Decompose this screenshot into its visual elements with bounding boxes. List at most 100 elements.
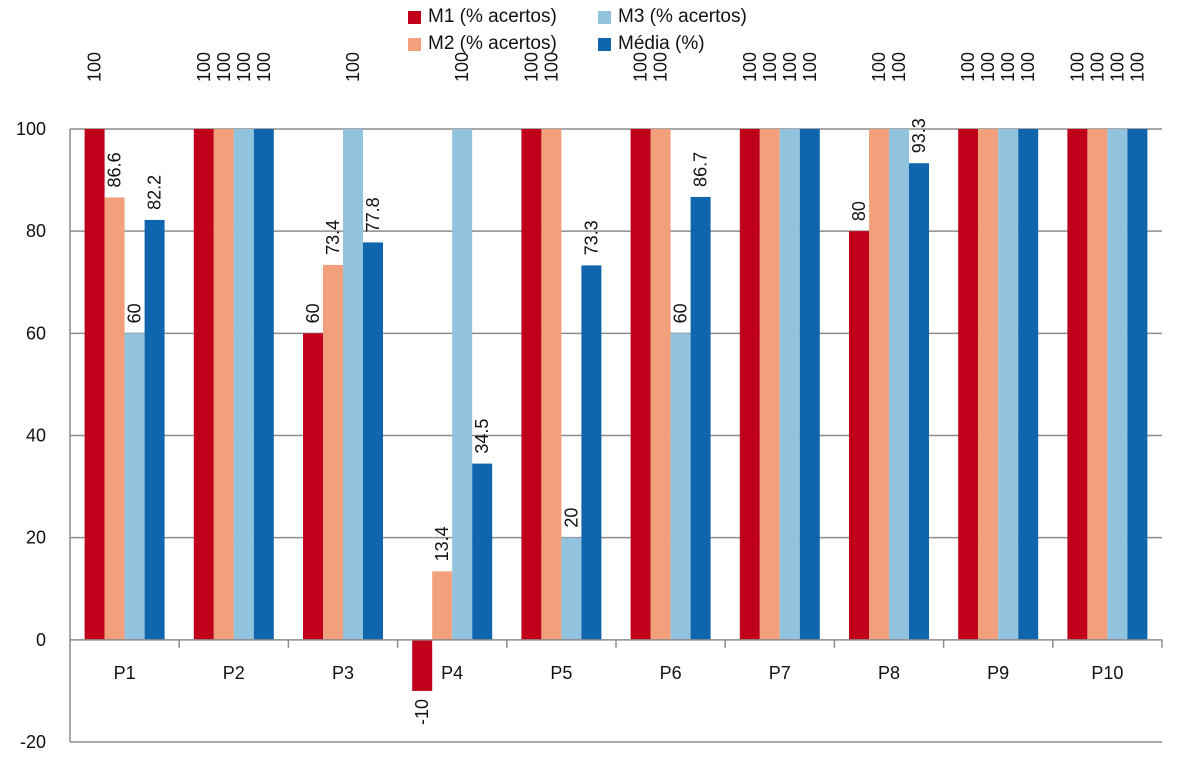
bar-p8-s2	[869, 129, 889, 640]
bar-p8-s4	[909, 163, 929, 640]
bar-p6-s1	[630, 129, 651, 640]
bar-p6-s4	[690, 196, 711, 640]
bar-p7-s1	[739, 129, 760, 640]
legend-label-media: Média (%)	[618, 33, 705, 54]
data-label: 100	[214, 52, 234, 82]
category-label: P5	[550, 663, 572, 683]
legend-label-m2: M2 (% acertos)	[428, 33, 557, 54]
y-tick-label: 40	[26, 426, 46, 446]
legend-item-media: Média (%)	[598, 33, 705, 55]
y-tick-label: 100	[16, 119, 46, 139]
data-label: 77.8	[363, 197, 383, 232]
bar-p5-s4	[581, 265, 602, 640]
data-label: 13.4	[432, 526, 452, 561]
data-label: 100	[343, 52, 363, 82]
category-label: P7	[769, 663, 791, 683]
bar-p1-s2	[104, 197, 125, 640]
bar-p5-s3	[561, 537, 582, 640]
data-label: 73.3	[581, 220, 601, 255]
data-label: 82.2	[145, 175, 165, 210]
bar-p9-s1	[958, 129, 979, 640]
data-label: 100	[889, 52, 909, 82]
category-label: P8	[878, 663, 900, 683]
y-tick-label: 0	[36, 630, 46, 650]
category-label: P3	[332, 663, 354, 683]
data-label: 80	[849, 201, 869, 221]
data-label: 34.5	[472, 419, 492, 454]
bar-p10-s3	[1107, 129, 1128, 640]
data-label: 100	[1107, 52, 1127, 82]
legend: M1 (% acertos) M2 (% acertos) M3 (% acer…	[404, 4, 824, 58]
bar-p3-s3	[343, 129, 363, 640]
bar-p3-s2	[323, 264, 343, 640]
bar-p4-s2	[432, 571, 453, 640]
legend-swatch-m1	[408, 10, 421, 24]
bar-p9-s4	[1018, 129, 1039, 640]
bar-p1-s1	[84, 129, 105, 640]
data-label: 100	[1018, 52, 1038, 82]
bar-p9-s3	[998, 129, 1019, 640]
category-label: P10	[1091, 663, 1123, 683]
legend-label-m1: M1 (% acertos)	[428, 6, 557, 27]
bar-p7-s2	[759, 129, 780, 640]
data-label: 100	[541, 52, 561, 82]
bar-p9-s2	[978, 129, 999, 640]
data-label: 100	[1087, 52, 1107, 82]
data-label: 100	[194, 52, 214, 82]
data-label: 100	[998, 52, 1018, 82]
data-label: 100	[978, 52, 998, 82]
bar-p3-s4	[363, 242, 383, 640]
bar-p2-s2	[213, 129, 234, 640]
data-label: 100	[869, 52, 889, 82]
y-tick-label: 20	[26, 528, 46, 548]
bar-p4-s3	[452, 129, 473, 640]
bar-p5-s1	[521, 129, 542, 640]
bar-p5-s2	[541, 129, 562, 640]
data-label: 100	[760, 52, 780, 82]
legend-label-m3: M3 (% acertos)	[618, 6, 747, 27]
data-label: 86.6	[105, 152, 125, 187]
data-label: 100	[254, 52, 274, 82]
data-label: 100	[740, 52, 760, 82]
legend-swatch-m2	[408, 37, 421, 51]
bar-p4-s4	[472, 463, 493, 640]
category-label: P4	[441, 663, 463, 683]
data-label: 100	[1067, 52, 1087, 82]
data-label: 100	[958, 52, 978, 82]
bar-p7-s3	[779, 129, 800, 640]
bar-p3-s1	[303, 333, 323, 640]
legend-swatch-media	[598, 37, 611, 51]
y-tick-label: -20	[20, 732, 46, 752]
legend-swatch-m3	[598, 10, 611, 24]
data-label: 100	[521, 52, 541, 82]
data-label: 100	[631, 52, 651, 82]
data-label: 86.7	[691, 152, 711, 187]
data-label: 73.4	[323, 220, 343, 255]
data-label: 100	[234, 52, 254, 82]
bar-p10-s1	[1067, 129, 1088, 640]
data-label: 60	[303, 303, 323, 323]
data-label: 93.3	[909, 118, 929, 153]
bar-p2-s4	[253, 129, 274, 640]
y-tick-label: 60	[26, 323, 46, 343]
data-label: 60	[125, 303, 145, 323]
bar-p6-s3	[670, 333, 691, 640]
bar-p6-s2	[650, 129, 671, 640]
category-label: P1	[114, 663, 136, 683]
y-tick-label: 80	[26, 221, 46, 241]
category-label: P6	[660, 663, 682, 683]
bar-p2-s1	[193, 129, 214, 640]
data-label: 100	[800, 52, 820, 82]
data-label: 60	[671, 303, 691, 323]
bar-p10-s2	[1087, 129, 1108, 640]
legend-item-m1: M1 (% acertos)	[408, 6, 557, 28]
data-label: 100	[1127, 52, 1147, 82]
data-label: 100	[85, 52, 105, 82]
bar-p4-s1	[412, 639, 433, 691]
bar-p7-s4	[799, 129, 820, 640]
data-label: 100	[452, 52, 472, 82]
bar-p1-s4	[144, 219, 165, 640]
legend-item-m2: M2 (% acertos)	[408, 33, 557, 55]
data-label: -10	[412, 699, 432, 725]
